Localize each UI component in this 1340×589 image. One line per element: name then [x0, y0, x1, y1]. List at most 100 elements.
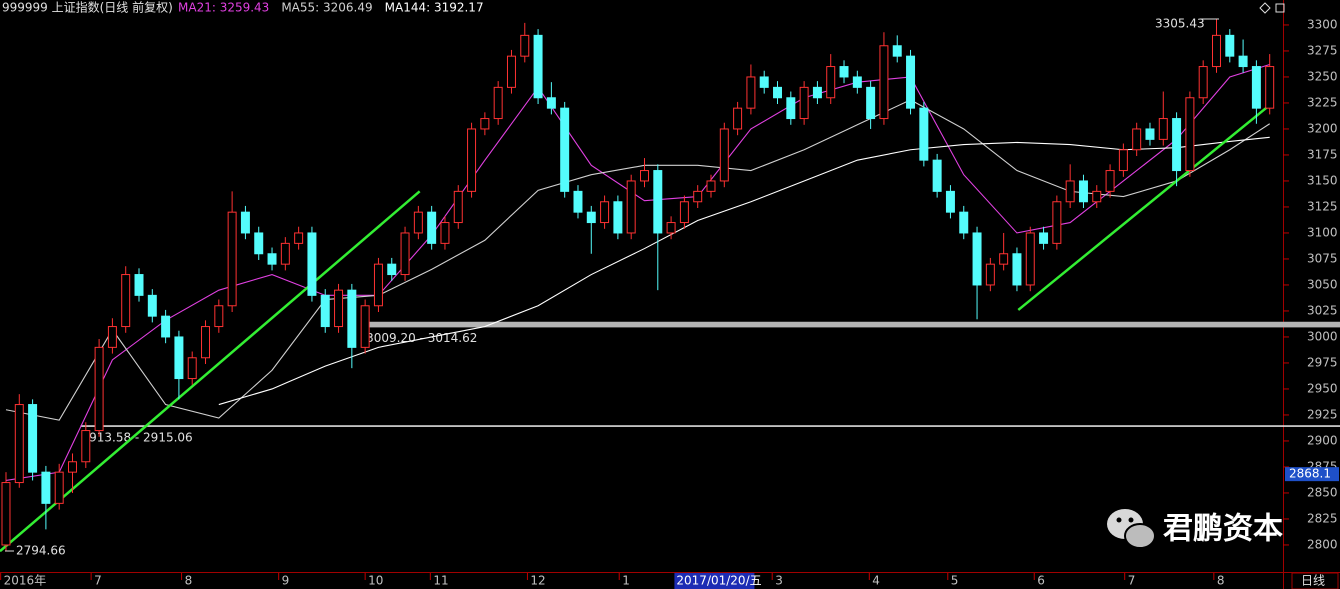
- candle-body: [1198, 66, 1208, 99]
- candle-body: [68, 461, 77, 473]
- candle-body: [373, 263, 383, 307]
- trendline: [1017, 101, 1274, 311]
- candle-body: [134, 274, 144, 296]
- candle-body: [733, 107, 743, 130]
- candle-body: [54, 471, 64, 504]
- candle-body: [906, 55, 916, 109]
- candle-body: [892, 45, 902, 57]
- x-tick-label: 3: [775, 574, 783, 588]
- candle-body: [227, 211, 237, 307]
- candle-body: [1172, 118, 1182, 172]
- candle-body: [94, 346, 104, 432]
- icon[interactable]: [1275, 3, 1285, 13]
- candle-body: [693, 190, 703, 203]
- candle-body: [1158, 118, 1168, 140]
- y-tick-label: 3050: [1307, 277, 1338, 291]
- candle-body: [520, 34, 530, 57]
- candle-body: [759, 76, 769, 88]
- candle-body: [586, 211, 596, 224]
- candle-body: [613, 201, 623, 234]
- y-tick-label: 3200: [1307, 121, 1338, 135]
- candle-body: [1039, 232, 1049, 244]
- candle-body: [1251, 66, 1261, 109]
- x-tick-label: 12: [530, 574, 545, 588]
- candle-body: [1211, 34, 1221, 68]
- window-icons: [1259, 2, 1285, 14]
- candle-body: [1132, 128, 1142, 151]
- x-tick-label: 2016年: [4, 574, 47, 588]
- candle-body: [201, 326, 211, 359]
- high-annotation: 3305.43: [1155, 17, 1205, 31]
- candle-body: [959, 211, 969, 234]
- y-tick-label: 3100: [1307, 225, 1338, 239]
- candle-body: [240, 211, 250, 234]
- candle-body: [480, 118, 490, 130]
- candle-body: [1078, 180, 1088, 203]
- y-tick-label: 2850: [1307, 485, 1338, 499]
- x-tick-label: 11: [433, 574, 448, 588]
- candle-body: [1065, 180, 1075, 203]
- trendlines: [0, 101, 1274, 553]
- candle-body: [334, 289, 344, 328]
- candle-body: [1092, 190, 1102, 203]
- legend-entry: MA144: 3192.17: [385, 1, 484, 15]
- candle-body: [812, 86, 822, 99]
- candle-body: [626, 180, 636, 234]
- candle-body: [1225, 34, 1235, 57]
- y-tick-label: 3300: [1307, 17, 1338, 31]
- y-tick-label: 3075: [1307, 251, 1338, 265]
- icon[interactable]: [1259, 2, 1271, 14]
- candle-body: [985, 263, 995, 286]
- band: [365, 321, 1340, 328]
- ma-line: [5, 63, 1270, 482]
- y-tick-label: 2900: [1307, 433, 1338, 447]
- candle-body: [254, 232, 264, 255]
- candle-body: [387, 263, 397, 276]
- candle-body: [280, 242, 290, 265]
- band-label: 3009.20 - 3014.62: [366, 331, 477, 345]
- y-tick-label: 2800: [1307, 537, 1338, 551]
- candle-body: [546, 97, 556, 109]
- y-tick-label: 3025: [1307, 303, 1338, 317]
- candle-body: [573, 190, 583, 213]
- candle-body: [1, 482, 11, 546]
- period-box[interactable]: [1291, 572, 1339, 589]
- candle-body: [773, 86, 783, 99]
- candle-body: [493, 86, 503, 120]
- chart-title: 999999 上证指数(日线 前复权): [2, 0, 173, 15]
- candle-body: [28, 404, 38, 473]
- y-tick-label: 3275: [1307, 43, 1338, 57]
- candle-body: [307, 232, 317, 296]
- candle-body: [999, 253, 1009, 265]
- candle-body: [945, 190, 955, 213]
- low-annotation: 2794.66: [16, 544, 66, 558]
- legend-entry: MA55: 3206.49: [281, 1, 372, 15]
- y-tick-label: 2825: [1307, 511, 1338, 525]
- y-tick-label: 2925: [1307, 407, 1338, 421]
- candle-body: [1025, 232, 1035, 286]
- candle-body: [161, 315, 171, 338]
- candle-body: [679, 201, 689, 224]
- candle-body: [533, 34, 543, 99]
- candle-body: [147, 294, 157, 317]
- candle-body: [174, 336, 184, 380]
- x-tick-label: 1: [622, 574, 630, 588]
- candle-body: [919, 107, 929, 161]
- candle-body: [1118, 149, 1128, 172]
- y-tick-label: 3125: [1307, 199, 1338, 213]
- y-tick-label: 3250: [1307, 69, 1338, 83]
- band-label: 2913.58 - 2915.06: [81, 430, 192, 444]
- candle-body: [121, 274, 131, 328]
- candle-body: [41, 471, 51, 504]
- period[interactable]: 日线: [1301, 574, 1325, 588]
- candle-body: [506, 55, 516, 88]
- candle-body: [107, 326, 117, 348]
- y-tick-label: 3175: [1307, 147, 1338, 161]
- axes: 2800282528502875290029252950297530003025…: [0, 17, 1339, 589]
- candle-body: [440, 222, 450, 244]
- y-tick-label: 3150: [1307, 173, 1338, 187]
- candle-body: [467, 128, 477, 192]
- ma-line: [218, 136, 1270, 406]
